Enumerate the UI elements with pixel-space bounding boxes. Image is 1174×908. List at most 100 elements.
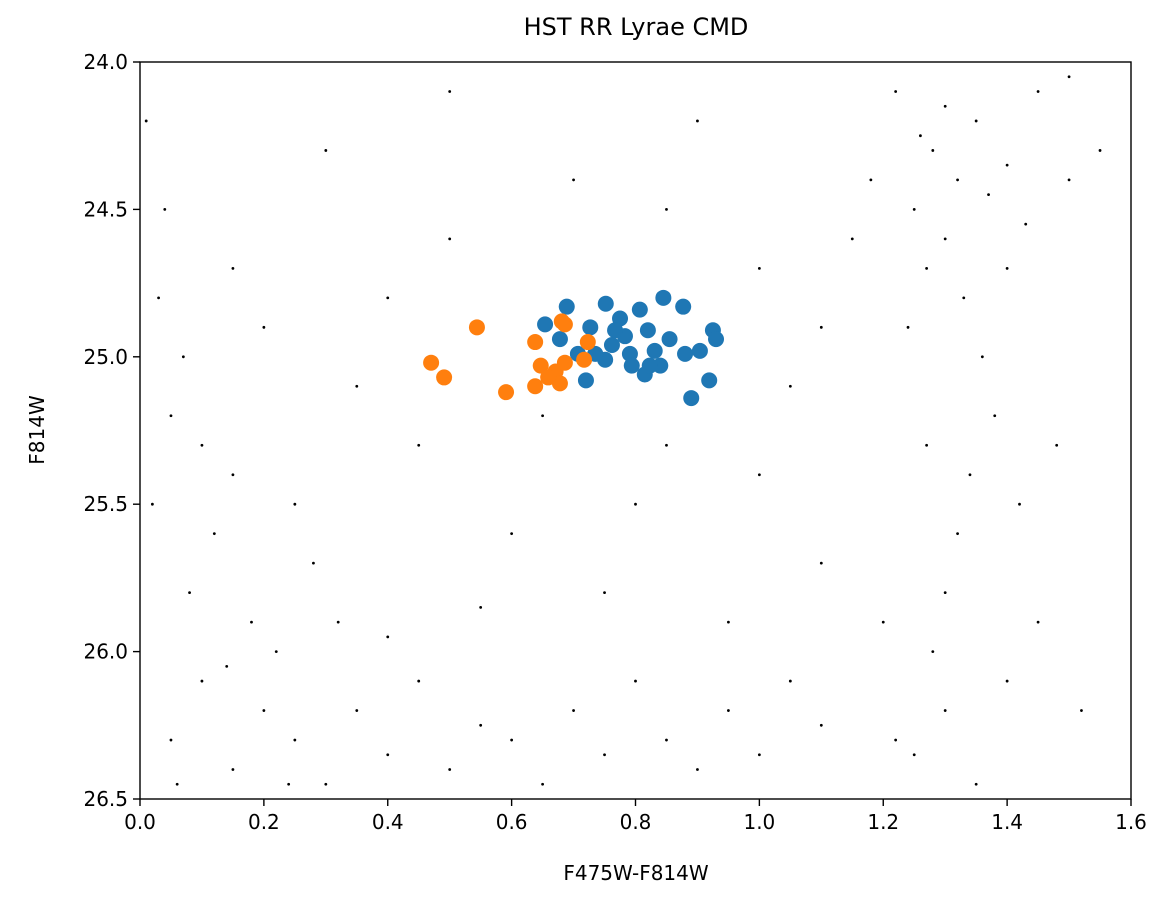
scatter-point bbox=[1067, 75, 1071, 79]
chart-title: HST RR Lyrae CMD bbox=[524, 13, 749, 41]
scatter-point bbox=[551, 331, 568, 348]
scatter-point bbox=[881, 620, 885, 624]
scatter-point bbox=[727, 620, 730, 624]
scatter-point bbox=[262, 709, 266, 712]
scatter-point bbox=[974, 782, 978, 786]
x-axis-label: F475W-F814W bbox=[563, 861, 709, 885]
scatter-point bbox=[943, 591, 947, 595]
scatter-point bbox=[417, 443, 421, 447]
scatter-point bbox=[968, 473, 972, 477]
scatter-point bbox=[181, 355, 185, 359]
scatter-point bbox=[665, 443, 668, 447]
x-tick-label: 1.6 bbox=[1115, 810, 1147, 834]
y-axis-label: F814W bbox=[25, 395, 49, 465]
scatter-point bbox=[603, 591, 606, 595]
scatter-point bbox=[980, 355, 984, 359]
scatter-point bbox=[701, 372, 718, 389]
scatter-point bbox=[541, 414, 544, 418]
scatter-point bbox=[1098, 149, 1102, 152]
scatter-point bbox=[200, 679, 204, 683]
scatter-point bbox=[925, 266, 929, 270]
scatter-point bbox=[572, 178, 575, 182]
scatter-point bbox=[943, 709, 947, 712]
x-tick-label: 1.0 bbox=[743, 810, 775, 834]
scatter-point bbox=[603, 337, 620, 354]
scatter-point bbox=[274, 650, 278, 653]
scatter-point bbox=[696, 768, 699, 771]
scatter-point bbox=[169, 414, 173, 418]
y-tick-label: 26.0 bbox=[83, 640, 128, 664]
scatter-point bbox=[1080, 709, 1083, 712]
scatter-point bbox=[582, 319, 599, 336]
scatter-point bbox=[931, 149, 935, 152]
scatter-point bbox=[262, 325, 266, 329]
scatter-point bbox=[532, 357, 549, 374]
scatter-point bbox=[696, 119, 699, 123]
scatter-point bbox=[691, 342, 708, 359]
scatter-point bbox=[634, 502, 637, 506]
scatter-point bbox=[231, 473, 235, 477]
scatter-point bbox=[527, 378, 544, 395]
x-tick-label: 0.2 bbox=[248, 810, 280, 834]
scatter-point bbox=[510, 532, 514, 536]
scatter-point bbox=[1067, 178, 1071, 182]
scatter-point bbox=[850, 237, 854, 241]
scatter-point bbox=[287, 782, 291, 786]
scatter-point bbox=[188, 591, 191, 595]
scatter-point bbox=[665, 738, 668, 742]
scatter-point bbox=[683, 390, 700, 407]
scatter-point bbox=[448, 768, 452, 771]
scatter-point bbox=[324, 782, 328, 786]
scatter-point bbox=[355, 384, 359, 388]
scatter-point bbox=[655, 289, 672, 306]
scatter-point bbox=[788, 384, 792, 388]
scatter-point bbox=[541, 782, 544, 786]
scatter-point bbox=[639, 322, 656, 339]
scatter-point bbox=[1005, 266, 1009, 270]
scatter-point bbox=[498, 384, 515, 401]
scatter-point bbox=[631, 301, 648, 318]
scatter-point bbox=[621, 345, 638, 362]
scatter-point bbox=[225, 664, 229, 668]
scatter-point bbox=[231, 768, 235, 771]
x-tick-label: 0.4 bbox=[372, 810, 404, 834]
scatter-point bbox=[200, 443, 204, 447]
scatter-point bbox=[665, 208, 668, 211]
x-tick-label: 0.6 bbox=[496, 810, 528, 834]
scatter-point bbox=[819, 325, 823, 329]
scatter-point bbox=[869, 178, 873, 182]
scatter-point bbox=[894, 90, 898, 93]
scatter-point bbox=[819, 723, 823, 727]
scatter-point bbox=[1024, 222, 1028, 226]
scatter-point bbox=[675, 298, 692, 315]
scatter-point bbox=[607, 322, 624, 339]
scatter-point bbox=[175, 782, 179, 786]
x-tick-label: 0.0 bbox=[124, 810, 156, 834]
scatter-point bbox=[576, 351, 593, 368]
y-tick-label: 24.5 bbox=[83, 197, 128, 221]
scatter-point bbox=[212, 532, 216, 536]
scatter-point bbox=[931, 650, 935, 653]
scatter-point bbox=[925, 443, 929, 447]
scatter-point bbox=[556, 354, 573, 371]
scatter-point bbox=[597, 295, 614, 312]
scatter-point bbox=[553, 313, 570, 330]
scatter-point bbox=[448, 90, 452, 93]
scatter-point bbox=[144, 119, 148, 123]
scatter-point bbox=[894, 738, 898, 742]
scatter-point bbox=[912, 208, 916, 211]
scatter-point bbox=[250, 620, 253, 624]
scatter-point bbox=[987, 193, 990, 197]
scatter-point bbox=[603, 753, 606, 757]
scatter-point bbox=[708, 331, 725, 348]
scatter-point bbox=[169, 738, 173, 742]
scatter-point bbox=[912, 753, 916, 757]
scatter-point bbox=[1036, 620, 1040, 624]
scatter-point bbox=[150, 502, 154, 506]
scatter-point bbox=[558, 298, 575, 315]
scatter-point bbox=[623, 357, 640, 374]
y-tick-label: 25.0 bbox=[83, 345, 128, 369]
scatter-point bbox=[537, 316, 554, 333]
